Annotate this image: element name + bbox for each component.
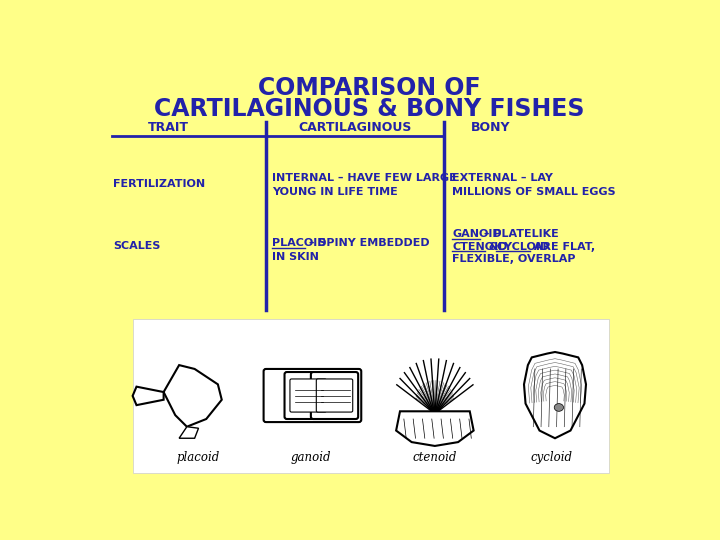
Text: SCALES: SCALES [113, 241, 161, 251]
Text: CTENOID: CTENOID [452, 241, 508, 252]
Ellipse shape [554, 403, 564, 411]
Text: &: & [485, 241, 503, 252]
Text: – PLATELIKE: – PLATELIKE [480, 229, 559, 239]
Text: COMPARISON OF: COMPARISON OF [258, 76, 480, 100]
Text: BONY: BONY [471, 122, 510, 134]
Polygon shape [179, 427, 199, 438]
FancyBboxPatch shape [284, 372, 332, 419]
Text: TRAIT: TRAIT [148, 122, 189, 134]
FancyBboxPatch shape [316, 379, 353, 412]
Text: PLACOID: PLACOID [272, 239, 326, 248]
Text: FLEXIBLE, OVERLAP: FLEXIBLE, OVERLAP [452, 254, 575, 264]
Text: ctenoid: ctenoid [413, 451, 457, 464]
Text: cycloid: cycloid [530, 451, 572, 464]
Text: INTERNAL – HAVE FEW LARGE: INTERNAL – HAVE FEW LARGE [272, 173, 456, 183]
Polygon shape [524, 352, 586, 438]
FancyBboxPatch shape [290, 379, 326, 412]
Polygon shape [163, 365, 222, 427]
Text: placoid: placoid [177, 451, 220, 464]
Text: FERTILIZATION: FERTILIZATION [113, 179, 205, 189]
Polygon shape [132, 387, 163, 405]
Text: CARTILAGINOUS & BONY FISHES: CARTILAGINOUS & BONY FISHES [154, 97, 584, 122]
Text: ARE FLAT,: ARE FLAT, [530, 241, 595, 252]
Text: EXTERNAL – LAY: EXTERNAL – LAY [452, 173, 553, 183]
FancyBboxPatch shape [311, 372, 358, 419]
FancyBboxPatch shape [132, 319, 609, 473]
Text: GANOID: GANOID [452, 229, 502, 239]
Polygon shape [396, 411, 474, 446]
Text: ganoid: ganoid [291, 451, 331, 464]
Text: CYCLOID: CYCLOID [496, 241, 549, 252]
Text: IN SKIN: IN SKIN [272, 252, 319, 262]
Text: YOUNG IN LIFE TIME: YOUNG IN LIFE TIME [272, 187, 397, 197]
Text: CARTILAGINOUS: CARTILAGINOUS [298, 122, 412, 134]
Text: – SPINY EMBEDDED: – SPINY EMBEDDED [305, 239, 430, 248]
Text: MILLIONS OF SMALL EGGS: MILLIONS OF SMALL EGGS [452, 187, 616, 197]
